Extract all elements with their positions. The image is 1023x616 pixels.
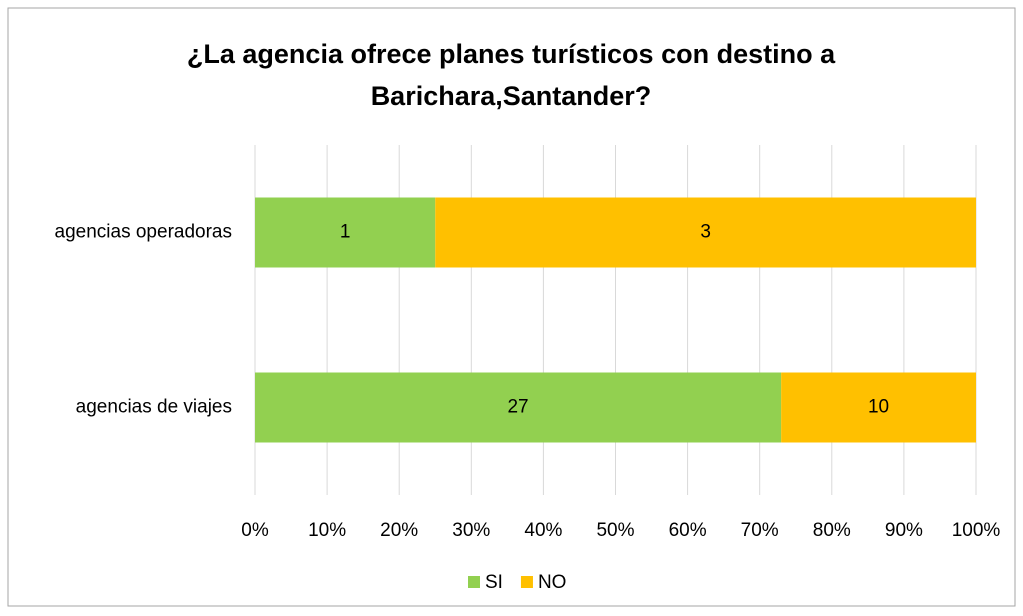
legend-label: NO [538, 572, 567, 593]
x-tick-label: 100% [952, 520, 1001, 541]
x-tick-label: 40% [524, 520, 562, 541]
bar-segment [781, 372, 976, 443]
x-tick-label: 0% [241, 520, 269, 541]
data-label: 1 [340, 222, 351, 243]
x-tick-label: 60% [669, 520, 707, 541]
data-label: 3 [700, 222, 711, 243]
x-tick-label: 80% [813, 520, 851, 541]
x-tick-label: 70% [741, 520, 779, 541]
y-tick-label: agencias de viajes [76, 397, 232, 418]
data-label: 10 [868, 397, 889, 418]
bar-segment [255, 197, 436, 268]
x-tick-label: 90% [885, 520, 923, 541]
x-tick-label: 20% [380, 520, 418, 541]
x-tick-label: 30% [452, 520, 490, 541]
legend-label: SI [485, 572, 503, 593]
x-tick-label: 10% [308, 520, 346, 541]
y-tick-label: agencias operadoras [55, 222, 232, 243]
chart-title: ¿La agencia ofrece planes turísticos con… [186, 39, 836, 111]
chart-border [7, 7, 1016, 607]
x-tick-label: 50% [596, 520, 634, 541]
data-label: 27 [507, 397, 528, 418]
bar-segment [255, 372, 782, 443]
legend-swatch [468, 576, 480, 588]
legend-swatch [520, 576, 533, 588]
bar-segment [435, 197, 976, 268]
